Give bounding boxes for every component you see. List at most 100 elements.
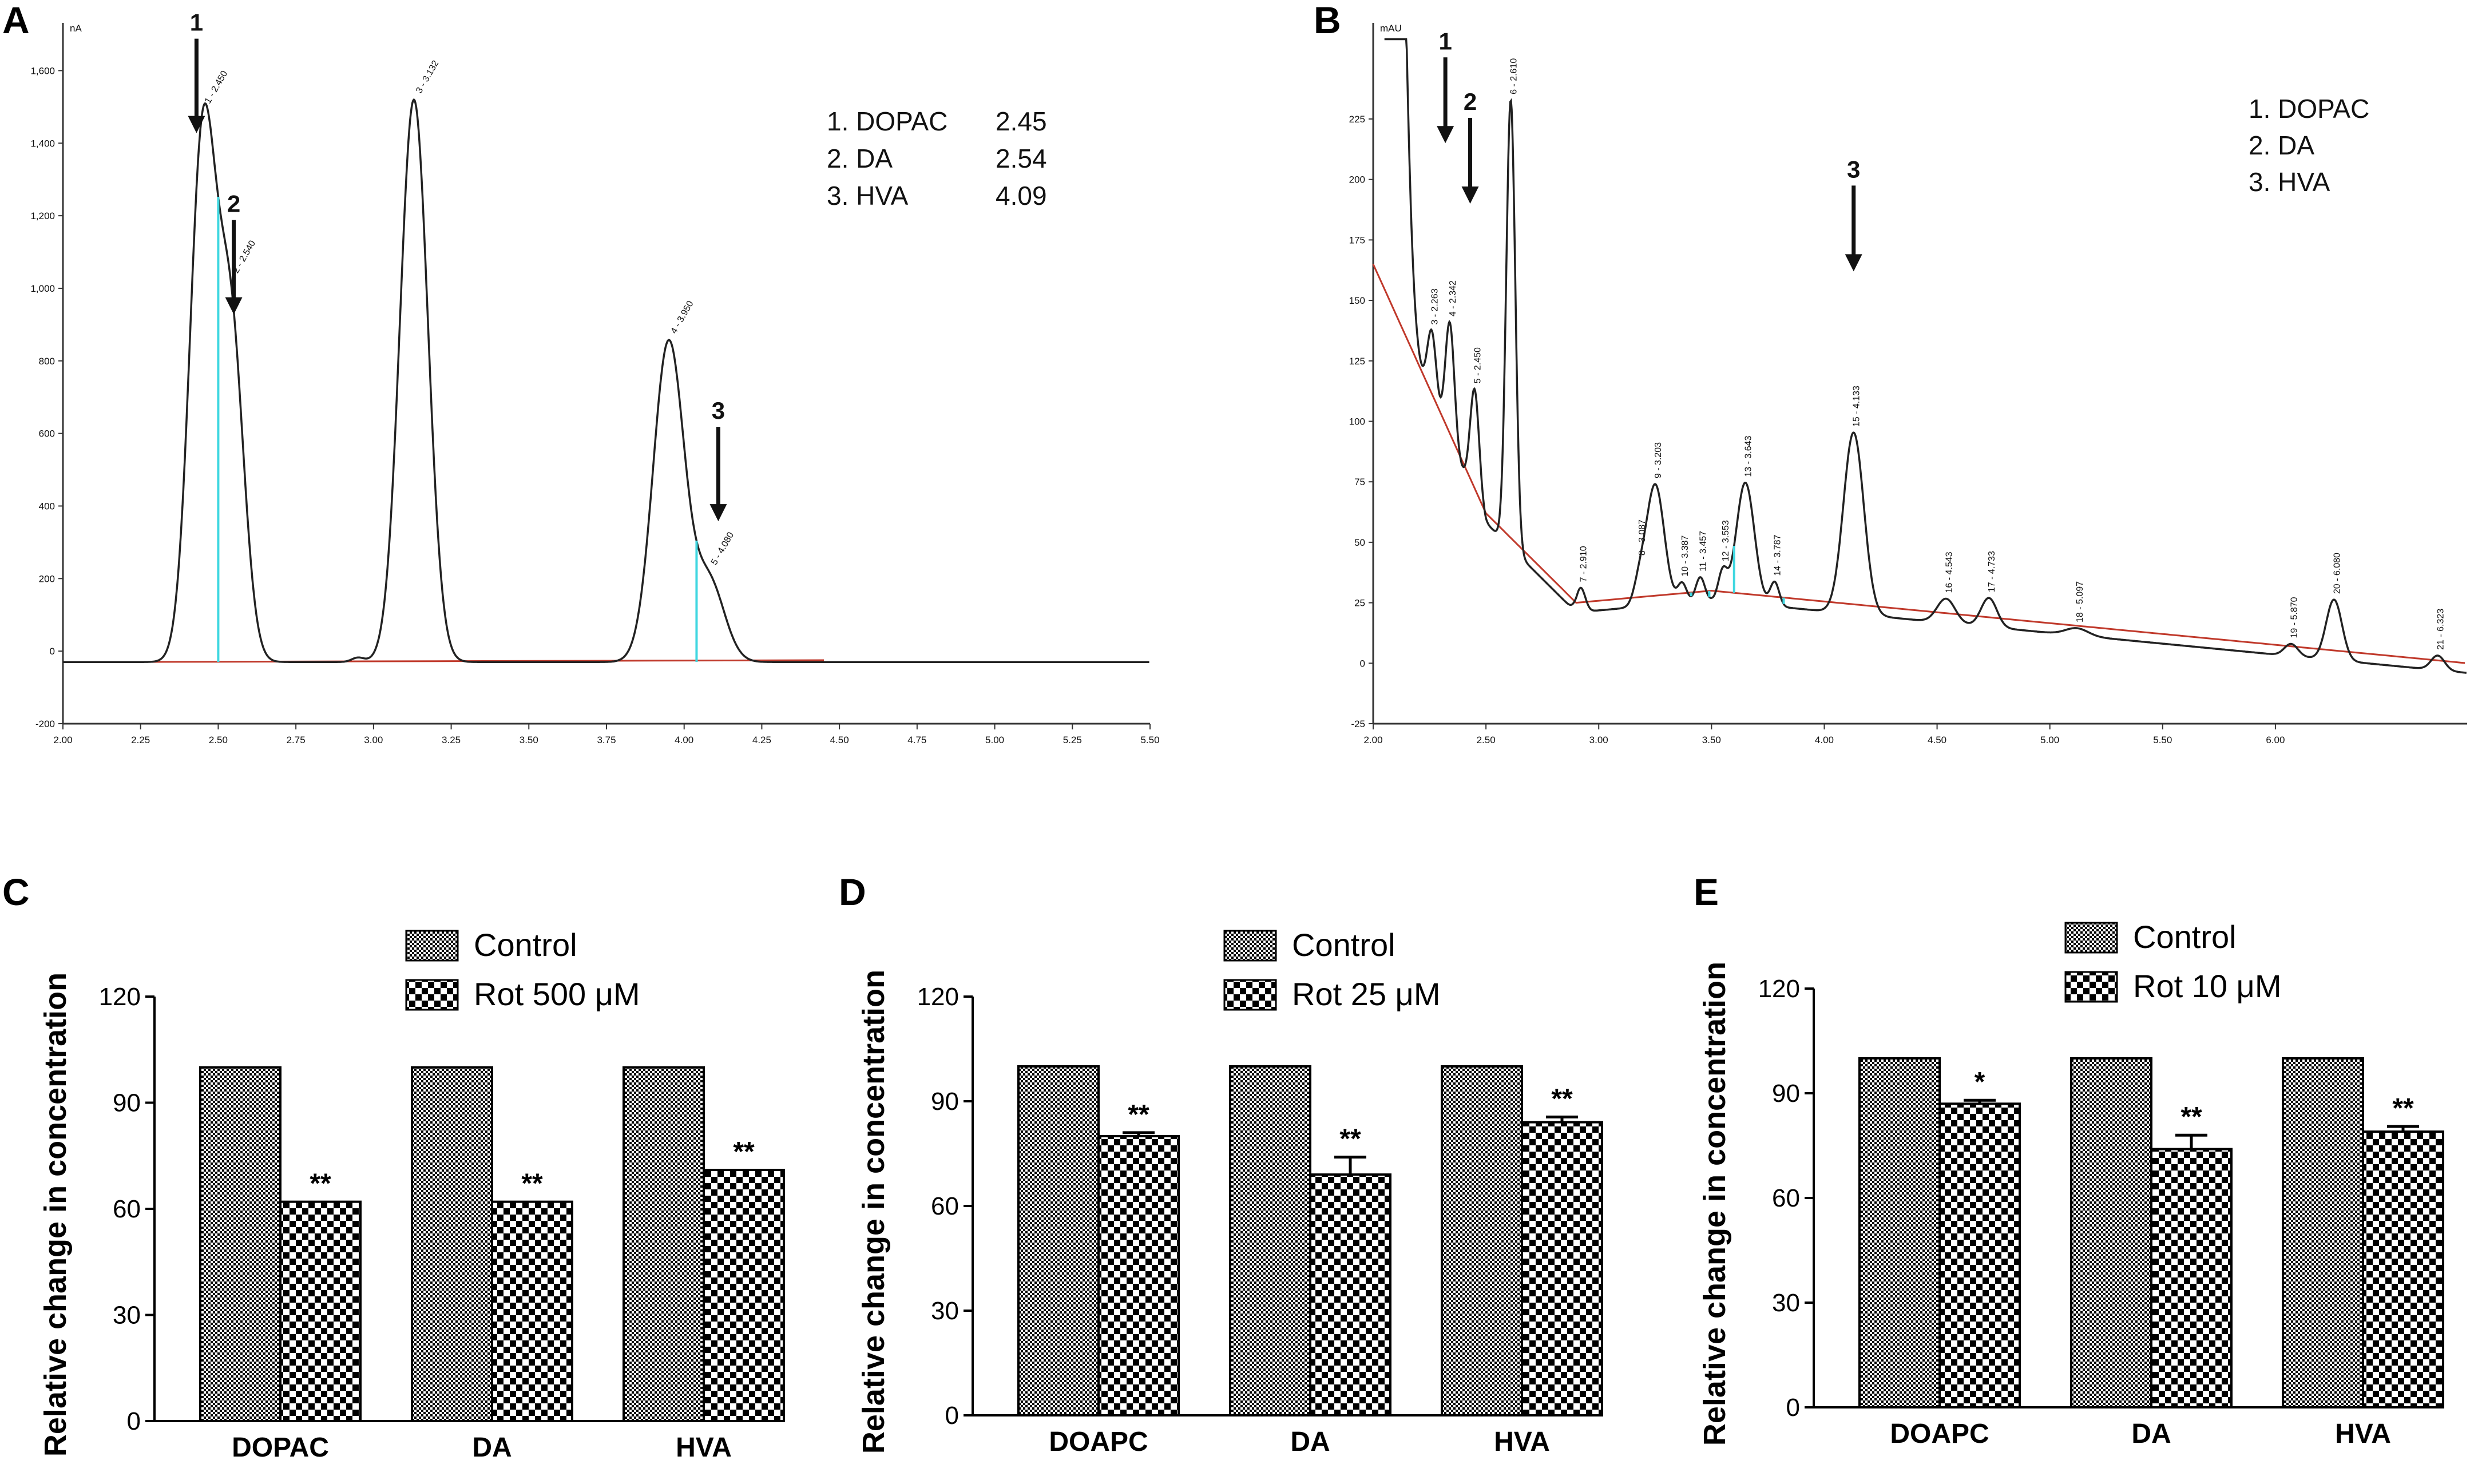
chromatogram-b: -25 0 25 50 75 100 125 150 175 200 225 mAU 2.00 2.50 3… xyxy=(1349,23,2467,745)
arrow-a-2-head xyxy=(709,504,727,522)
legend-swatch-d-1 xyxy=(1223,979,1277,1011)
ytick-label-b-2: 25 xyxy=(1354,598,1365,609)
peak-label-b-16: 19 - 5.870 xyxy=(2290,597,2299,638)
legend-a-name-1: 1. DOPAC xyxy=(827,106,947,136)
sig-d-2-1: ** xyxy=(1551,1084,1573,1114)
bar-c-2-0 xyxy=(623,1066,705,1422)
arrow-a-2-label: 3 xyxy=(712,397,725,424)
sig-e-1-1: ** xyxy=(2180,1102,2202,1132)
legend-label-e-0: Control xyxy=(2133,919,2237,955)
xtick-label-b-0: 2.00 xyxy=(1363,735,1382,745)
legend-swatch-c-0 xyxy=(405,930,459,962)
yunit-b: mAU xyxy=(1380,23,1402,34)
trace-b xyxy=(1384,38,2467,674)
xtick-label-b-6: 5.00 xyxy=(2040,735,2059,745)
ytick-label-b-1: 0 xyxy=(1360,658,1365,669)
ytick-label-b-9: 200 xyxy=(1349,174,1365,185)
peak-label-b-15: 18 - 5.097 xyxy=(2075,581,2085,622)
ytick-label-d-1: 30 xyxy=(931,1297,959,1325)
peak-label-b-2: 5 - 2.450 xyxy=(1473,347,1482,383)
ytick-label-a-3: 400 xyxy=(39,501,55,511)
xtick-label-b-5: 4.50 xyxy=(1928,735,1946,745)
sig-c-2-1: ** xyxy=(733,1137,755,1167)
bar-chart-c: 0 30 60 90 120 Relative change in concentrati… xyxy=(38,927,785,1463)
ytick-label-a-5: 800 xyxy=(39,356,55,367)
xtick-label-b-1: 2.50 xyxy=(1477,735,1496,745)
xtick-label-a-13: 5.25 xyxy=(1063,735,1082,745)
xtick-label-c-2: HVA xyxy=(676,1433,732,1463)
ytick-label-b-10: 225 xyxy=(1349,114,1365,125)
peak-label-b-8: 11 - 3.457 xyxy=(1699,531,1708,572)
xtick-label-a-12: 5.00 xyxy=(985,735,1004,745)
chromatogram-a: -200 0 200 400 600 800 1,000 1,200 1,400 1,600 nA 2… xyxy=(30,9,1159,745)
xtick-label-e-0: DOAPC xyxy=(1890,1419,1989,1449)
ytick-label-a-0: -200 xyxy=(35,719,55,729)
xtick-label-a-7: 3.75 xyxy=(597,735,616,745)
xtick-label-b-2: 3.00 xyxy=(1589,735,1608,745)
xtick-label-e-2: HVA xyxy=(2335,1419,2391,1449)
xtick-label-a-11: 4.75 xyxy=(907,735,926,745)
peak-label-b-3: 6 - 2.610 xyxy=(1509,58,1519,94)
xtick-label-b-7: 5.50 xyxy=(2153,735,2172,745)
arrow-b-1-label: 2 xyxy=(1464,88,1477,115)
peak-label-b-14: 17 - 4.733 xyxy=(1987,551,1997,592)
ylabel-d: Relative change in concentration xyxy=(857,970,891,1454)
arrow-a-1-head xyxy=(225,297,243,315)
bar-c-0-1 xyxy=(279,1200,362,1422)
legend-a-value-3: 4.09 xyxy=(996,181,1047,211)
legend-swatch-e-0 xyxy=(2064,922,2118,954)
peak-label-b-11: 14 - 3.787 xyxy=(1773,534,1783,576)
bar-d-1-1 xyxy=(1309,1173,1391,1417)
peak-label-a-4: 5 - 4.080 xyxy=(709,530,736,566)
ytick-label-b-5: 100 xyxy=(1349,416,1365,427)
xtick-label-a-14: 5.50 xyxy=(1140,735,1159,745)
peak-label-a-3: 4 - 3.950 xyxy=(669,299,695,335)
ytick-label-b-0: -25 xyxy=(1351,719,1365,729)
ytick-label-b-8: 175 xyxy=(1349,235,1365,245)
bar-d-1-0 xyxy=(1229,1065,1311,1416)
yunit-a: nA xyxy=(70,23,82,34)
legend-a-name-2: 2. DA xyxy=(827,144,893,173)
xtick-label-a-2: 2.50 xyxy=(209,735,228,745)
ytick-label-b-4: 75 xyxy=(1354,477,1365,487)
bar-d-0-0 xyxy=(1017,1065,1100,1416)
ytick-label-d-3: 90 xyxy=(931,1088,959,1116)
chromatogram-b-legend: 1. DOPAC 2. DA 3. HVA xyxy=(2249,94,2369,197)
peak-label-b-5: 8 - 3.087 xyxy=(1638,519,1647,555)
panel-label-d: D xyxy=(839,871,866,913)
ytick-label-c-0: 0 xyxy=(127,1407,141,1435)
legend-swatch-c-1 xyxy=(405,979,459,1011)
xtick-label-a-9: 4.25 xyxy=(752,735,771,745)
xtick-label-c-0: DOPAC xyxy=(232,1433,329,1463)
ytick-label-e-0: 0 xyxy=(1786,1394,1800,1422)
bar-e-1-0 xyxy=(2070,1057,2152,1408)
xtick-label-b-3: 3.50 xyxy=(1702,735,1721,745)
xtick-label-a-1: 2.25 xyxy=(131,735,150,745)
xtick-label-e-1: DA xyxy=(2131,1419,2171,1449)
legend-a-value-1: 2.45 xyxy=(996,106,1047,136)
ytick-label-a-7: 1,200 xyxy=(30,211,55,221)
arrow-a-0-head xyxy=(188,116,205,133)
panel-label-b: B xyxy=(1314,0,1341,41)
legend-swatch-e-1 xyxy=(2064,971,2118,1003)
peak-label-b-13: 16 - 4.543 xyxy=(1944,551,1954,593)
xtick-label-c-1: DA xyxy=(472,1433,512,1463)
ytick-label-d-0: 0 xyxy=(945,1402,959,1430)
peak-label-b-6: 9 - 3.203 xyxy=(1654,442,1663,478)
legend-b-name-1: 1. DOPAC xyxy=(2249,94,2369,124)
ytick-label-a-9: 1,600 xyxy=(30,65,55,76)
peak-label-a-0: 1 - 2.450 xyxy=(203,69,229,105)
sig-d-0-1: ** xyxy=(1128,1100,1149,1130)
arrow-b-1-head xyxy=(1461,186,1479,204)
peak-label-b-12: 15 - 4.133 xyxy=(1852,386,1862,427)
xtick-label-b-8: 6.00 xyxy=(2266,735,2285,745)
ytick-label-a-6: 1,000 xyxy=(30,283,55,294)
trace-a xyxy=(63,98,1149,663)
legend-label-c-1: Rot 500 μM xyxy=(474,976,640,1012)
ytick-label-c-1: 30 xyxy=(113,1302,141,1330)
peak-label-b-7: 10 - 3.387 xyxy=(1680,535,1690,577)
bar-chart-e: 0 30 60 90 120 Relative change in concentrati… xyxy=(1698,919,2444,1449)
baseline-b xyxy=(1372,264,2465,664)
xtick-label-a-0: 2.00 xyxy=(53,735,72,745)
arrow-b-0-label: 1 xyxy=(1438,27,1452,54)
